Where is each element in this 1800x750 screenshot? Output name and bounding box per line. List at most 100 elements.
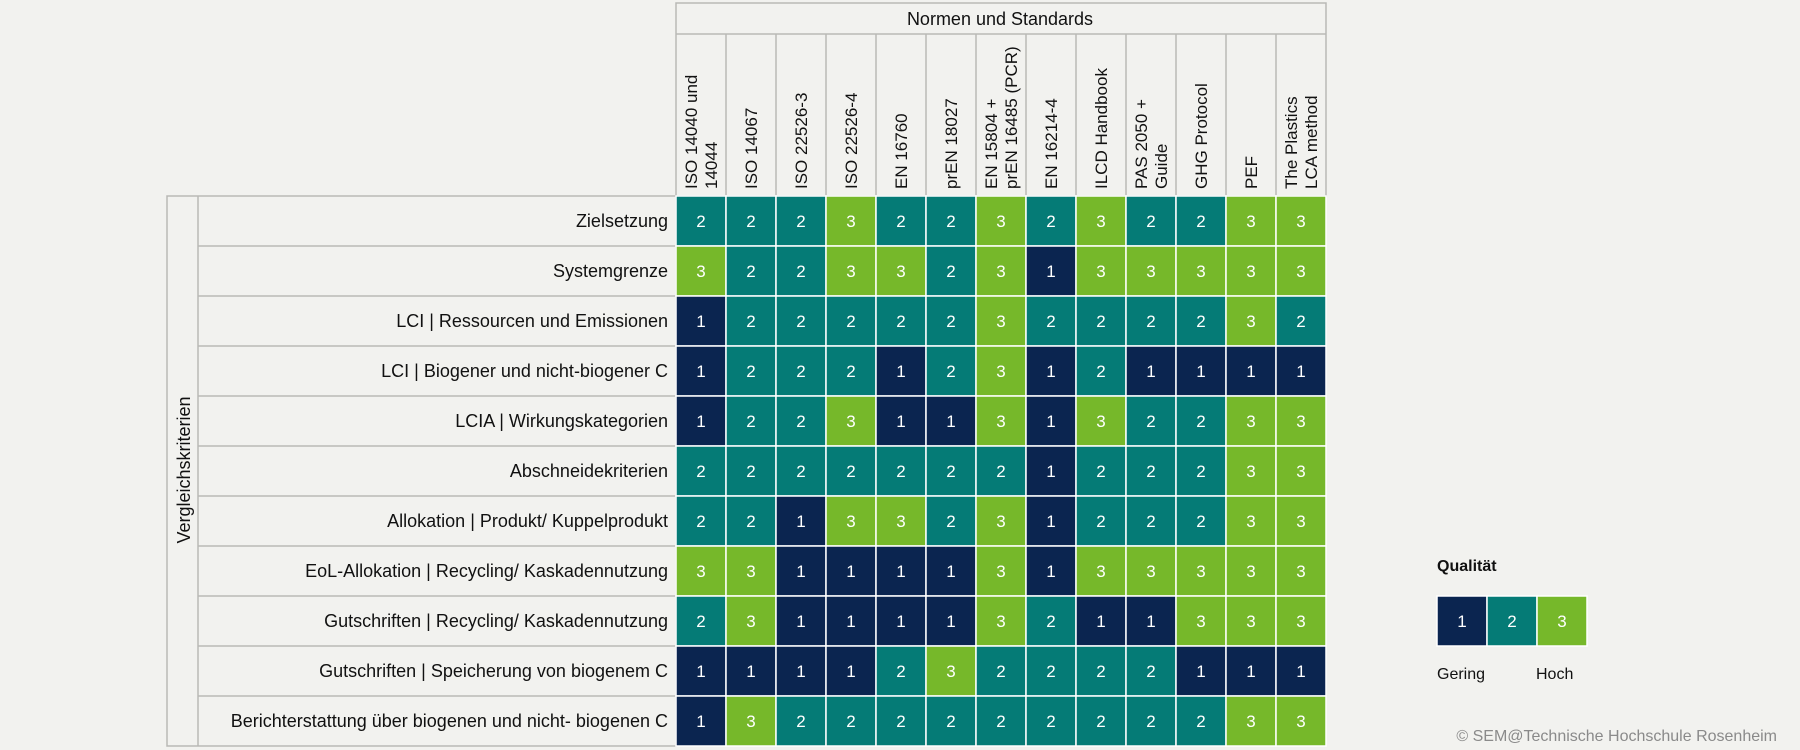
row-label: LCI | Biogener und nicht-biogener C [381,361,668,381]
cell-value: 2 [1046,212,1055,231]
cell-value: 3 [1196,612,1205,631]
cell-value: 3 [996,362,1005,381]
heatmap-cell [1025,345,1077,397]
heatmap-cell [1075,595,1127,647]
heatmap-cell [1175,195,1227,247]
cell-value: 3 [996,412,1005,431]
cell-value: 2 [846,362,855,381]
heatmap-cell [1175,345,1227,397]
heatmap-cell [1225,495,1277,547]
heatmap-cell [925,445,977,497]
heatmap-cell [1025,695,1077,747]
heatmap-cell [1125,645,1177,697]
heatmap-cell [1225,245,1277,297]
heatmap-cell [725,545,777,597]
cell-value: 2 [1196,512,1205,531]
heatmap-cell [1075,695,1127,747]
cell-value: 1 [796,512,805,531]
cell-value: 1 [696,662,705,681]
column-label: ILCD Handbook [1092,68,1111,189]
cell-value: 1 [696,312,705,331]
heatmap-cell [1275,445,1327,497]
cell-value: 2 [1146,312,1155,331]
cell-value: 3 [1096,262,1105,281]
cell-value: 1 [1296,362,1305,381]
cell-value: 2 [796,312,805,331]
column-label: PEF [1242,156,1261,189]
cell-value: 2 [1046,712,1055,731]
column-label: prEN 16485 (PCR) [1002,46,1021,189]
column-group-title: Normen und Standards [907,9,1093,29]
cell-value: 2 [696,462,705,481]
cell-value: 1 [846,612,855,631]
row-label: Gutschriften | Speicherung von biogenem … [319,661,668,681]
heatmap-cell [775,695,827,747]
cell-value: 2 [996,662,1005,681]
cell-value: 1 [1146,362,1155,381]
heatmap-cell [825,245,877,297]
cell-value: 1 [1046,412,1055,431]
cell-value: 2 [1146,662,1155,681]
cell-value: 3 [1096,562,1105,581]
legend-swatch-label: 3 [1557,612,1566,631]
cell-value: 1 [796,562,805,581]
heatmap-cell [1275,195,1327,247]
heatmap-cell [925,395,977,447]
cell-value: 2 [1096,312,1105,331]
heatmap-cell [925,645,977,697]
cell-value: 1 [1196,662,1205,681]
heatmap-cell [1125,195,1177,247]
cell-value: 2 [1096,512,1105,531]
heatmap-cell [1175,295,1227,347]
cell-value: 3 [696,262,705,281]
column-label: EN 15804 + [982,99,1001,189]
heatmap-cell [1025,395,1077,447]
heatmap-cell [875,695,927,747]
column-label: GHG Protocol [1192,83,1211,189]
heatmap-cell [725,195,777,247]
table-frame [166,2,1327,747]
cell-value: 3 [1196,562,1205,581]
cell-value: 2 [1146,512,1155,531]
cell-value: 3 [1096,212,1105,231]
cell-value: 2 [946,212,955,231]
heatmap-cell [975,295,1027,347]
cell-value: 2 [796,262,805,281]
legend-high-label: Hoch [1536,666,1573,683]
cell-value: 2 [1196,712,1205,731]
heatmap-cell [975,695,1027,747]
cell-value: 3 [1146,562,1155,581]
heatmap-cell [925,495,977,547]
cell-value: 2 [1146,462,1155,481]
row-label: LCIA | Wirkungskategorien [455,411,668,431]
cell-value: 3 [1246,262,1255,281]
cell-value: 3 [846,262,855,281]
cell-value: 2 [1196,212,1205,231]
cell-value: 3 [1296,712,1305,731]
cell-value: 1 [1296,662,1305,681]
heatmap-cell [1125,245,1177,297]
cell-value: 1 [1046,262,1055,281]
cell-value: 3 [746,712,755,731]
cell-value: 3 [1296,512,1305,531]
cell-value: 1 [1246,662,1255,681]
heatmap-cell [675,345,727,397]
heatmap-cell [1275,695,1327,747]
cell-value: 1 [1196,362,1205,381]
cell-value: 2 [1046,612,1055,631]
heatmap-cell [875,545,927,597]
cell-value: 2 [746,512,755,531]
cell-value: 3 [1246,712,1255,731]
heatmap-cell [925,345,977,397]
heatmap-cell [1275,645,1327,697]
cell-value: 2 [796,412,805,431]
cell-value: 3 [746,562,755,581]
cell-value: 3 [1296,212,1305,231]
heatmap-cell [1125,395,1177,447]
cell-value: 2 [996,462,1005,481]
row-label: EoL-Allokation | Recycling/ Kaskadennutz… [305,561,668,581]
cell-value: 1 [846,562,855,581]
column-label: ISO 14067 [742,108,761,189]
heatmap-cell [1175,245,1227,297]
row-label: Zielsetzung [576,211,668,231]
